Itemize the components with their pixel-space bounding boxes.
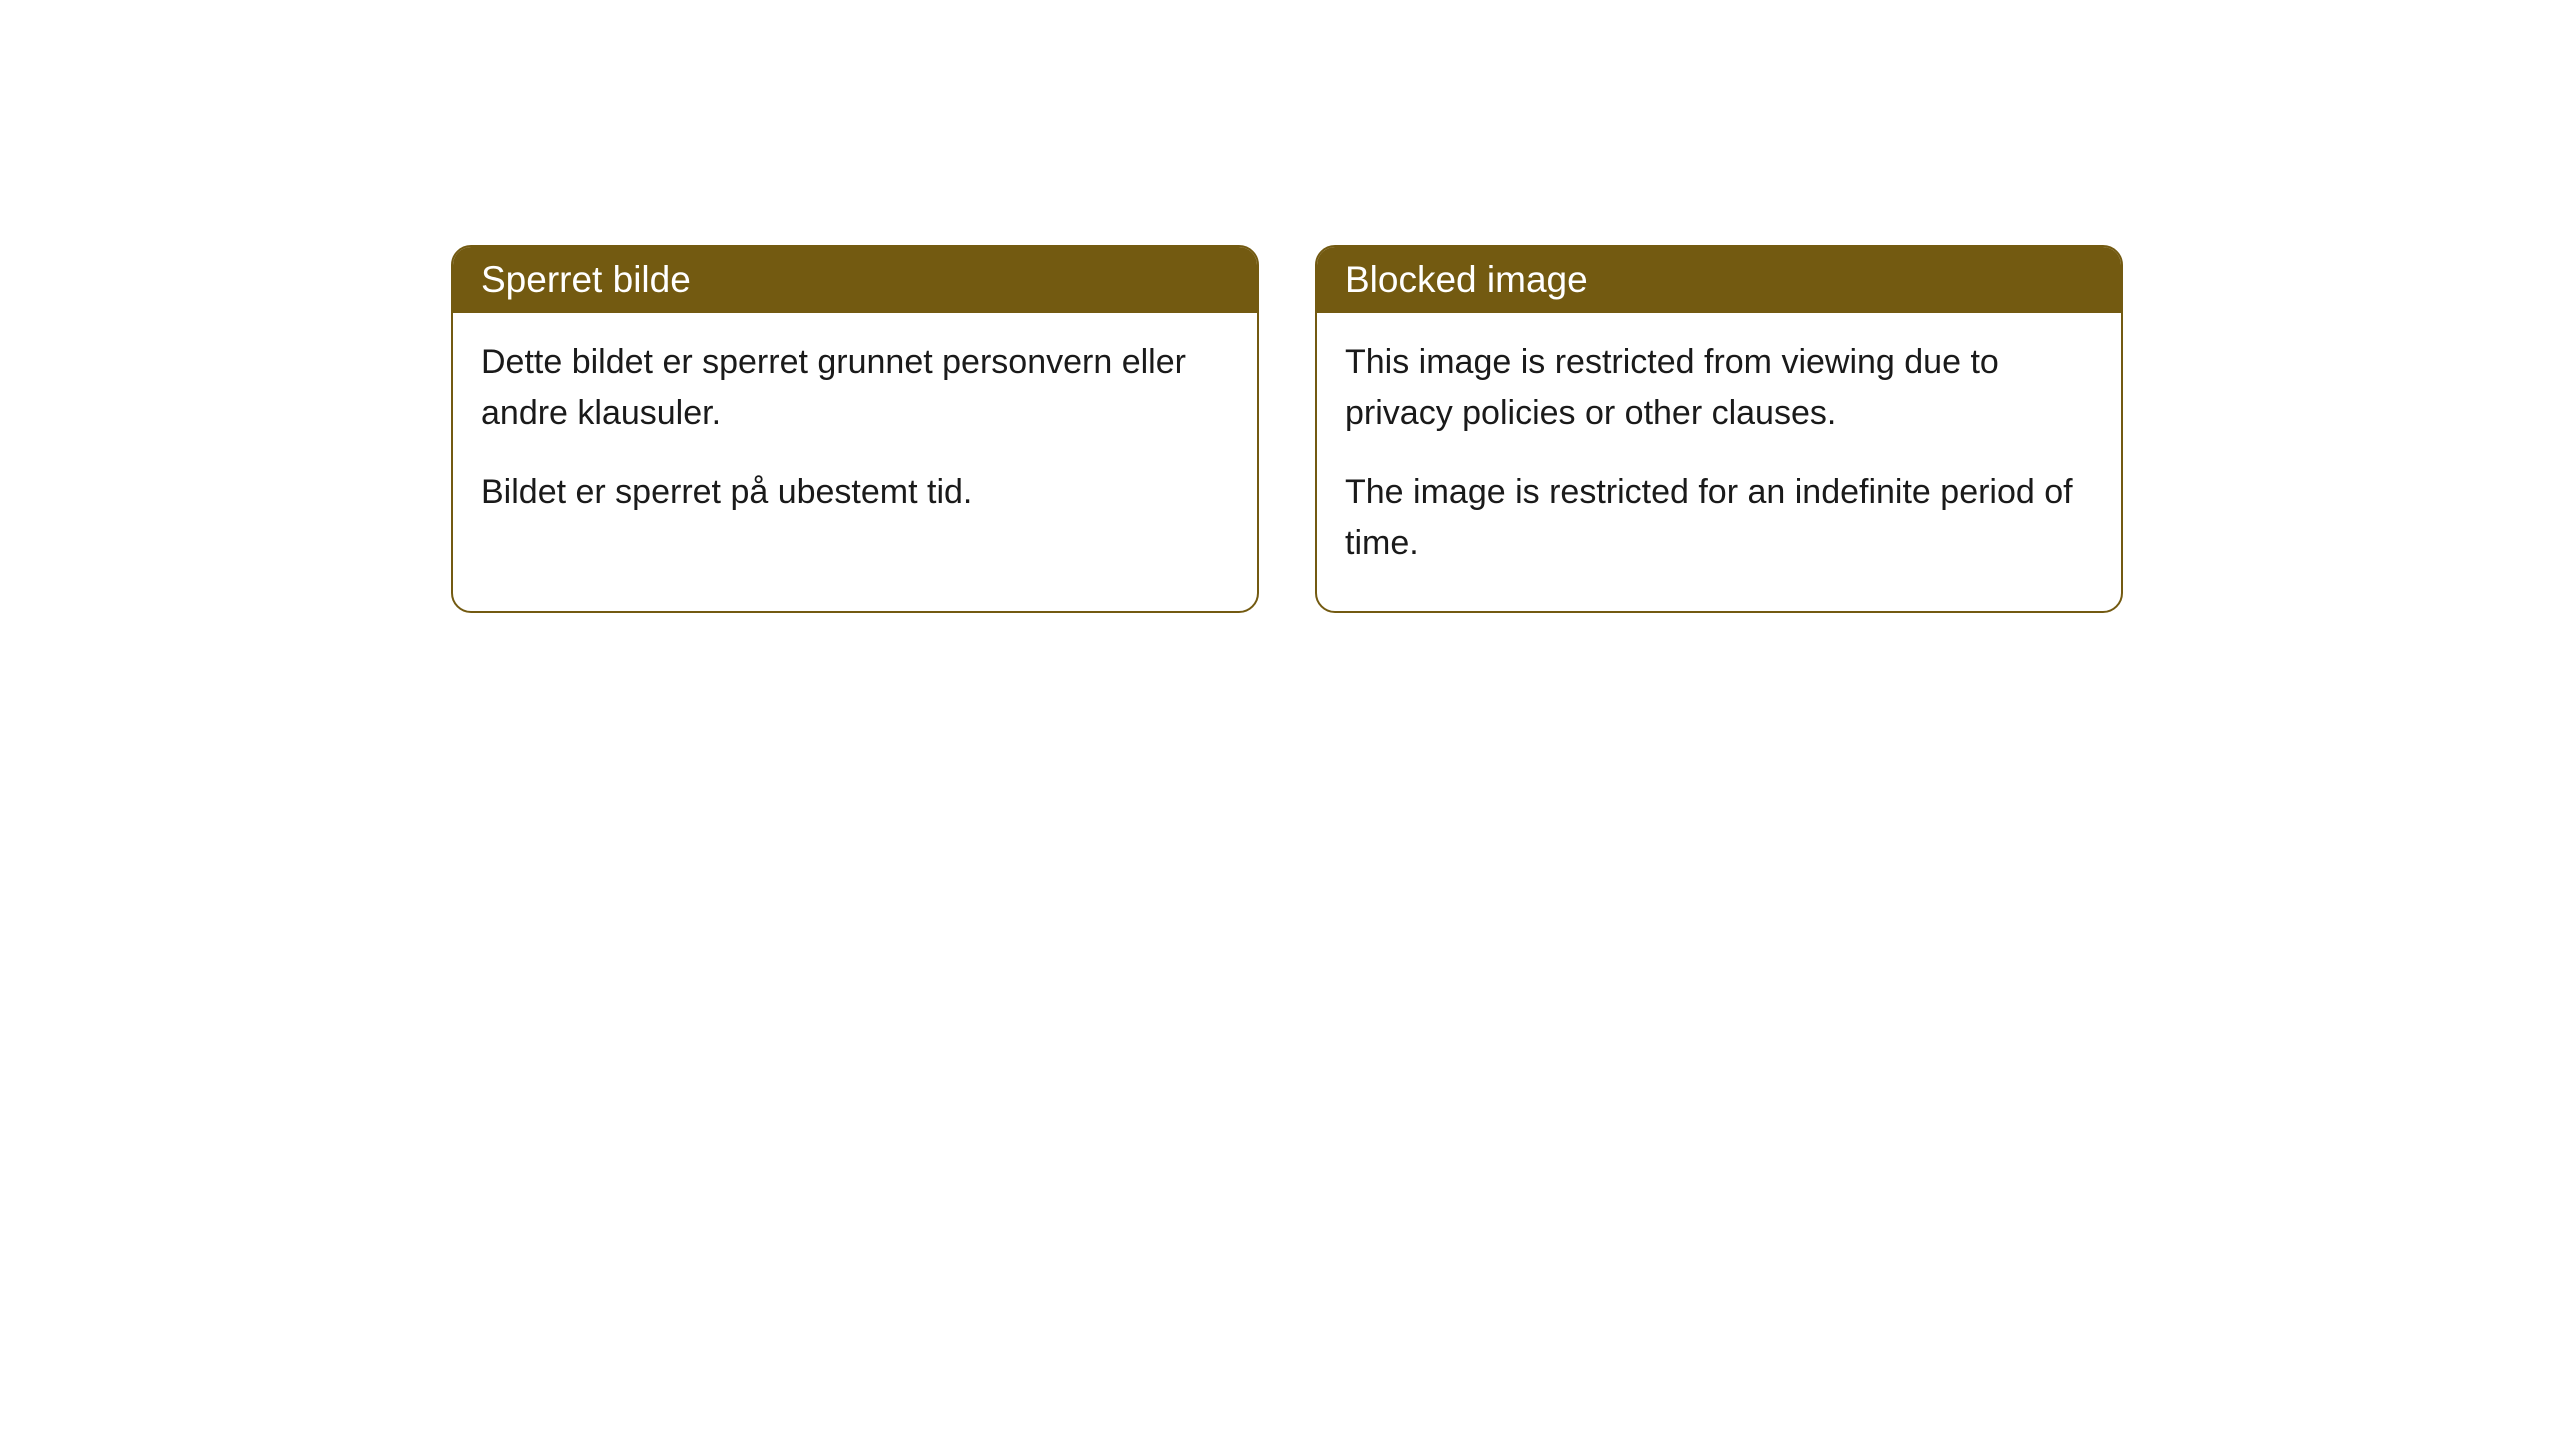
card-header: Sperret bilde [453, 247, 1257, 313]
notice-cards-container: Sperret bilde Dette bildet er sperret gr… [451, 245, 2123, 613]
card-title: Blocked image [1345, 259, 1588, 300]
card-paragraph: Bildet er sperret på ubestemt tid. [481, 467, 1229, 518]
card-paragraph: This image is restricted from viewing du… [1345, 337, 2093, 439]
card-body: This image is restricted from viewing du… [1317, 313, 2121, 611]
blocked-image-card-norwegian: Sperret bilde Dette bildet er sperret gr… [451, 245, 1259, 613]
card-body: Dette bildet er sperret grunnet personve… [453, 313, 1257, 560]
card-title: Sperret bilde [481, 259, 691, 300]
card-paragraph: The image is restricted for an indefinit… [1345, 467, 2093, 569]
blocked-image-card-english: Blocked image This image is restricted f… [1315, 245, 2123, 613]
card-paragraph: Dette bildet er sperret grunnet personve… [481, 337, 1229, 439]
card-header: Blocked image [1317, 247, 2121, 313]
